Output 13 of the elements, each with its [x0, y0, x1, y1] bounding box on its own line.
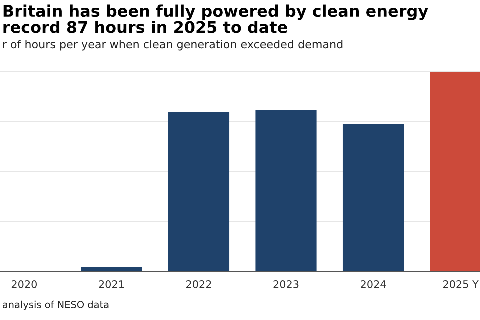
x-tick-label: 2020 — [12, 280, 37, 288]
text: analysis of NESO data — [2, 300, 109, 310]
bar — [81, 267, 142, 272]
bar — [256, 110, 317, 272]
x-tick-label: 2021 — [99, 280, 124, 288]
bar — [342, 124, 404, 272]
x-tick-label: 2024 — [361, 280, 386, 288]
x-tick-label: 2022 — [186, 280, 212, 288]
x-tick-label: 2023 — [274, 280, 299, 288]
bar — [168, 112, 230, 272]
chart-title: Britain has been fully powered by clean energy record 87 hours in 2025 to date — [4, 4, 428, 34]
x-tick-label: 2025 Y — [443, 280, 479, 288]
chart-subtitle: r of hours per year when clean generation exceeded demand — [3, 40, 343, 51]
